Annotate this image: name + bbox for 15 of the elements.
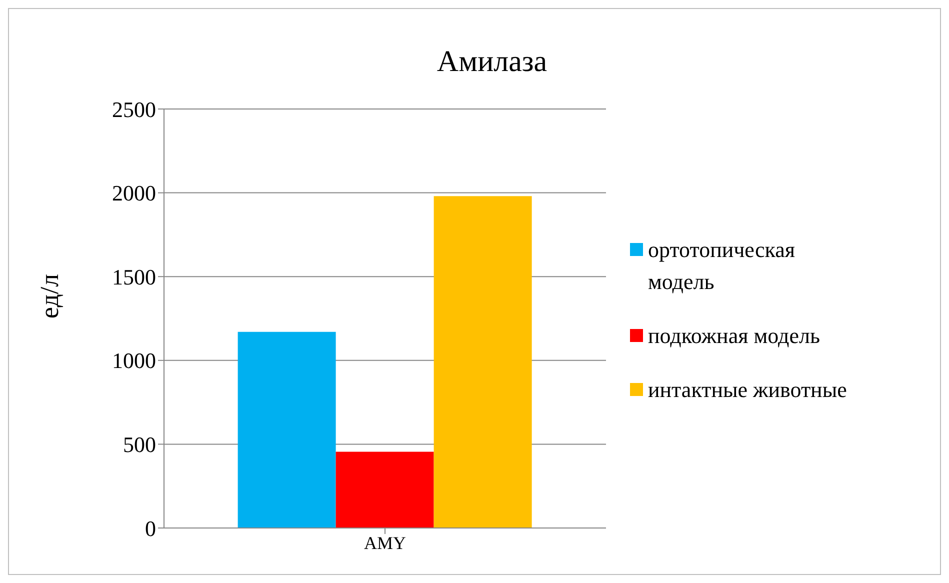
y-tick-label: 0 — [145, 516, 156, 541]
legend-label: подкожная модель — [648, 322, 821, 350]
y-tick-label: 2500 — [112, 96, 156, 122]
y-tick-label: 500 — [123, 432, 156, 458]
bar — [238, 332, 336, 528]
bar — [434, 196, 532, 528]
bar — [336, 452, 434, 528]
chart-title: Амилаза — [436, 45, 548, 79]
legend-label: интактные животные — [648, 376, 848, 404]
y-tick-label: 1500 — [112, 264, 156, 290]
y-axis-title: ед/л — [35, 274, 64, 318]
y-tick-label: 2000 — [112, 180, 156, 206]
y-tick-label: 1000 — [112, 348, 156, 374]
x-tick-label: AMY — [364, 532, 406, 553]
legend-label: ортотопическая модель — [648, 236, 796, 296]
